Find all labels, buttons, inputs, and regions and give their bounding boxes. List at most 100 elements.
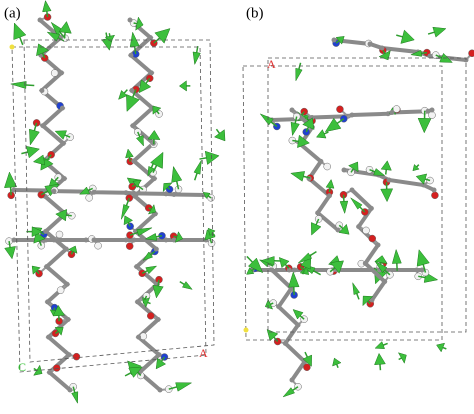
atom xyxy=(67,387,73,393)
displacement-arrow xyxy=(297,134,310,148)
displacement-shaft xyxy=(38,240,43,246)
displacement-shaft xyxy=(33,122,38,131)
displacement-arrow xyxy=(436,342,445,353)
displacement-shaft xyxy=(66,214,72,217)
atom xyxy=(368,234,377,243)
atom xyxy=(157,387,163,393)
atom xyxy=(94,241,102,250)
displacement-arrow xyxy=(79,186,91,195)
displacement-shaft xyxy=(398,357,402,361)
displacement-shaft xyxy=(427,31,435,35)
displacement-arrow xyxy=(150,151,164,169)
displacement-shaft xyxy=(268,263,274,267)
displacement-arrow xyxy=(118,90,128,100)
unit-cell-b xyxy=(242,57,467,341)
atom xyxy=(331,37,337,43)
displacement-shaft xyxy=(33,367,38,371)
displacement-arrow xyxy=(316,129,327,139)
displacement-shaft xyxy=(369,169,376,173)
atom xyxy=(60,140,66,146)
displacement-arrow xyxy=(144,233,158,241)
atom xyxy=(382,279,388,285)
atom xyxy=(61,176,67,182)
atom xyxy=(65,317,71,323)
displacement-shaft xyxy=(157,279,160,287)
displacement-arrow xyxy=(29,128,40,146)
atom xyxy=(326,193,332,199)
displacement-arrow xyxy=(178,80,187,92)
displacement-arrow xyxy=(175,382,193,392)
displacement-shaft xyxy=(422,264,427,273)
displacement-shaft xyxy=(133,46,137,55)
displacement-arrow xyxy=(181,281,193,290)
atom xyxy=(64,281,70,287)
displacement-shaft xyxy=(145,77,151,84)
bond-chain xyxy=(290,108,340,232)
atom xyxy=(356,224,362,230)
displacement-shaft xyxy=(144,295,148,299)
displacement-shaft xyxy=(64,134,71,138)
displacement-shaft xyxy=(396,34,403,38)
atom xyxy=(59,105,65,111)
displacement-shaft xyxy=(301,111,305,116)
displacement-shaft xyxy=(424,178,431,182)
origin-marker xyxy=(243,327,249,333)
displacement-arrow xyxy=(325,178,335,189)
displacement-arrow xyxy=(259,113,274,126)
displacement-shaft xyxy=(382,49,386,54)
displacement-shaft xyxy=(273,336,279,343)
axis-label: A xyxy=(199,346,208,360)
cell-outline xyxy=(23,39,215,363)
displacement-arrow xyxy=(32,154,46,166)
displacement-arrow xyxy=(135,16,144,31)
atom xyxy=(72,352,81,361)
atom xyxy=(136,334,142,340)
displacement-arrow xyxy=(362,295,374,307)
displacement-shaft xyxy=(133,22,138,25)
displacement-shaft xyxy=(336,118,345,124)
atom xyxy=(323,162,331,171)
atom xyxy=(146,312,155,320)
atom xyxy=(362,226,370,235)
displacement-arrow xyxy=(330,260,344,274)
displacement-arrow xyxy=(374,261,388,274)
panel-label: (a) xyxy=(4,5,21,21)
displacement-shaft xyxy=(43,158,50,161)
displacement-arrow xyxy=(135,135,144,147)
atom xyxy=(386,177,392,183)
displacement-arrow xyxy=(42,0,52,13)
atom xyxy=(428,111,436,119)
displacement-shaft xyxy=(309,251,317,257)
atom xyxy=(269,267,275,273)
displacement-arrow xyxy=(33,231,46,244)
unit-cell-a xyxy=(11,39,215,373)
displacement-shaft xyxy=(418,275,426,279)
displacement-arrow xyxy=(10,81,27,89)
atom xyxy=(375,242,381,248)
displacement-shaft xyxy=(153,37,161,44)
displacement-arrow xyxy=(152,105,162,115)
displacement-shaft xyxy=(108,33,111,37)
atom xyxy=(315,210,321,216)
atom xyxy=(392,105,401,113)
displacement-shaft xyxy=(209,238,213,244)
displacement-arrow xyxy=(142,251,154,261)
displacement-shaft xyxy=(270,302,274,306)
displacement-arrow xyxy=(52,304,65,317)
atom xyxy=(289,377,295,383)
displacement-arrow xyxy=(31,265,41,275)
displacement-shaft xyxy=(305,126,310,133)
displacement-shaft xyxy=(26,84,35,87)
atom xyxy=(367,41,373,47)
displacement-shaft xyxy=(70,251,74,255)
displacement-shaft xyxy=(54,330,59,335)
displacement-shaft xyxy=(294,116,298,124)
atom xyxy=(83,237,89,243)
atom xyxy=(129,87,135,93)
displacement-shaft xyxy=(124,372,132,377)
displacement-shaft xyxy=(131,183,136,188)
displacement-arrow xyxy=(297,252,313,264)
displacement-arrow xyxy=(295,67,303,82)
displacement-arrow xyxy=(25,145,40,159)
